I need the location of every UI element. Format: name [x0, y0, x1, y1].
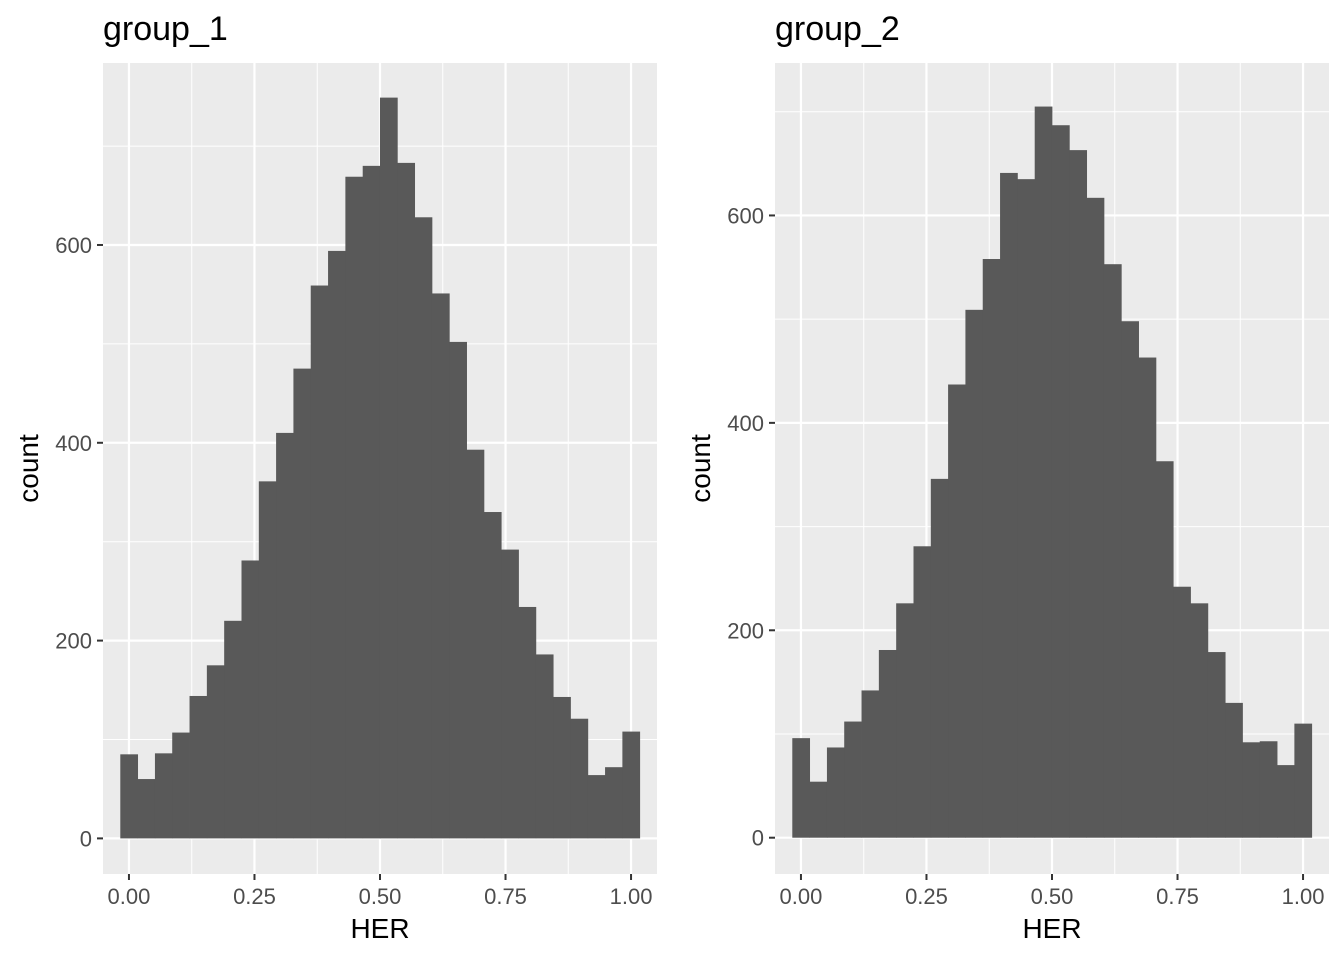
- histogram-bar: [570, 718, 589, 839]
- histogram-bar: [310, 285, 329, 839]
- histogram-bar: [224, 620, 242, 839]
- histogram-bar: [535, 654, 554, 839]
- histogram-bar: [449, 341, 467, 839]
- histogram-bar: [137, 779, 156, 839]
- x-tick-label: 0.50: [1031, 884, 1074, 909]
- histogram-bar: [1000, 172, 1018, 838]
- histogram-bar: [982, 259, 1001, 838]
- histogram-bar: [844, 721, 862, 838]
- histogram-bar: [861, 690, 880, 838]
- y-tick-label: 200: [55, 629, 92, 654]
- y-tick-label: 400: [727, 411, 764, 436]
- histogram-bar: [397, 162, 416, 839]
- x-tick-label: 1.00: [610, 884, 653, 909]
- histogram-bar: [896, 603, 914, 838]
- panel-title: group_2: [775, 10, 900, 48]
- panel-title: group_1: [103, 10, 228, 48]
- histogram-bar: [120, 754, 139, 839]
- histogram-bar: [172, 732, 190, 839]
- histogram-bar: [930, 478, 949, 838]
- histogram-bar: [1155, 461, 1174, 838]
- y-tick-label: 400: [55, 431, 92, 456]
- histogram-bar: [206, 665, 225, 839]
- histogram-bar: [1242, 742, 1261, 838]
- histogram-bar: [1017, 179, 1036, 838]
- x-tick-label: 0.00: [780, 884, 823, 909]
- histogram-bar: [483, 512, 502, 839]
- y-axis-title: count: [685, 434, 716, 503]
- histogram-bar: [1051, 125, 1070, 838]
- histogram-bar: [189, 695, 208, 839]
- histogram-bar: [518, 606, 537, 839]
- x-tick-label: 0.75: [1156, 884, 1199, 909]
- y-tick-label: 600: [727, 203, 764, 228]
- y-tick-label: 600: [55, 233, 92, 258]
- histogram-bar: [913, 546, 932, 838]
- histogram-bar: [328, 250, 346, 839]
- histogram-bar: [1225, 702, 1243, 838]
- x-tick-label: 0.25: [233, 884, 276, 909]
- y-tick-label: 0: [80, 826, 92, 851]
- x-tick-label: 0.50: [359, 884, 402, 909]
- histogram-bar: [276, 432, 294, 839]
- x-tick-label: 1.00: [1282, 884, 1325, 909]
- histogram-bar: [1121, 321, 1139, 838]
- histogram-bar: [501, 549, 519, 839]
- x-tick-label: 0.25: [905, 884, 948, 909]
- histogram-bar: [431, 293, 450, 839]
- histogram-bar: [345, 176, 364, 839]
- histogram-bar: [1086, 197, 1105, 838]
- histogram-bar: [826, 747, 845, 838]
- y-tick-label: 0: [752, 826, 764, 851]
- histogram-bar: [379, 97, 398, 839]
- histogram-bar: [1207, 652, 1226, 838]
- histogram-bar: [878, 649, 897, 838]
- histogram-bar: [466, 449, 485, 839]
- histogram-bar: [809, 781, 828, 838]
- histogram-bar: [1173, 586, 1191, 838]
- histogram-bar: [293, 368, 312, 839]
- x-axis-title: HER: [1022, 913, 1081, 944]
- histogram-bar: [1294, 723, 1313, 838]
- histogram-bar: [1069, 150, 1088, 838]
- histogram-bar: [948, 384, 966, 838]
- histogram-bar: [414, 217, 433, 839]
- x-tick-label: 0.75: [484, 884, 527, 909]
- histogram-bar: [1277, 765, 1295, 838]
- histogram-bar: [587, 775, 606, 839]
- histogram-bar: [241, 560, 260, 839]
- histogram-bar: [605, 767, 623, 839]
- panel-group-1: 0.00 0.25 0.50 0.75 1.00 0 200 400 600 group_1 HER…: [13, 10, 657, 944]
- y-tick-label: 200: [727, 618, 764, 643]
- histogram-bar: [1259, 741, 1278, 838]
- histogram-bar: [553, 696, 571, 839]
- panel-group-2: 0.00 0.25 0.50 0.75 1.00 0 200 400 600 group_2 HER…: [685, 10, 1329, 944]
- histogram-bar: [1190, 603, 1209, 838]
- histogram-bar: [362, 165, 381, 839]
- histogram-bar: [1103, 264, 1122, 838]
- histogram-bar: [154, 753, 173, 839]
- x-tick-label: 0.00: [108, 884, 151, 909]
- histogram-bar: [965, 309, 984, 838]
- x-axis-title: HER: [350, 913, 409, 944]
- histogram-bar: [1138, 357, 1157, 838]
- histogram-bar: [622, 731, 641, 839]
- histogram-bar: [1034, 106, 1053, 838]
- histogram-bar: [258, 481, 277, 839]
- y-axis-title: count: [13, 434, 44, 503]
- histogram-bar: [792, 738, 811, 838]
